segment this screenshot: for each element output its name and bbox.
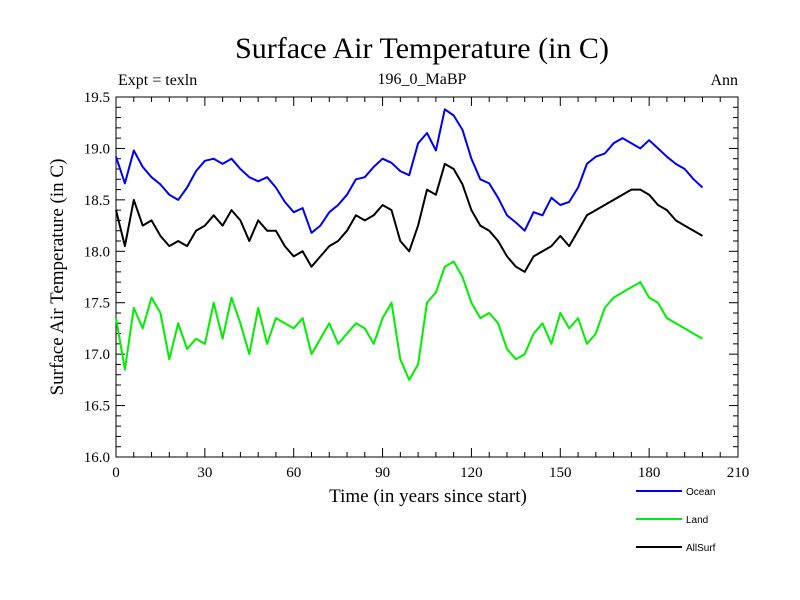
y-tick-label: 17.5	[84, 296, 110, 312]
axis-ticks	[115, 96, 739, 458]
series-line-ocean	[115, 108, 704, 234]
x-axis-label: Time (in years since start)	[329, 486, 527, 507]
axis-tick-labels: 0 30 60 90 120 150 180 210 16.0 16.5 17.0 17.5 18.0 1…	[84, 90, 750, 481]
y-tick-label: 19.0	[84, 141, 110, 157]
y-tick-label: 17.0	[84, 347, 110, 363]
series-line-land	[115, 260, 703, 381]
chart-title: Surface Air Temperature (in C)	[235, 32, 609, 65]
x-tick-label: 210	[727, 465, 750, 481]
x-tick-label: 120	[460, 465, 483, 481]
y-tick-label: 18.0	[84, 244, 110, 260]
period-label: Ann	[710, 72, 738, 89]
y-tick-label: 19.5	[84, 90, 110, 106]
chart-subtitle: 196_0_MaBP	[378, 71, 467, 88]
experiment-label: Expt = texln	[118, 72, 197, 89]
legend-label-land: Land	[686, 515, 708, 526]
legend: Ocean Land AllSurf	[636, 487, 716, 554]
legend-label-ocean: Ocean	[686, 487, 715, 498]
x-tick-label: 60	[286, 465, 301, 481]
y-tick-label: 18.5	[84, 193, 110, 209]
y-axis-label: Surface Air Temperature (in C)	[47, 159, 68, 396]
x-tick-label: 90	[375, 465, 390, 481]
x-tick-label: 30	[197, 465, 212, 481]
y-tick-label: 16.0	[84, 450, 110, 466]
x-tick-label: 0	[112, 465, 120, 481]
series-line-allsurf	[115, 162, 704, 273]
legend-label-allsurf: AllSurf	[686, 543, 716, 554]
x-tick-label: 180	[638, 465, 661, 481]
y-tick-label: 16.5	[84, 399, 110, 415]
series-lines	[115, 108, 704, 381]
x-tick-label: 150	[549, 465, 572, 481]
plot-frame	[115, 96, 739, 458]
